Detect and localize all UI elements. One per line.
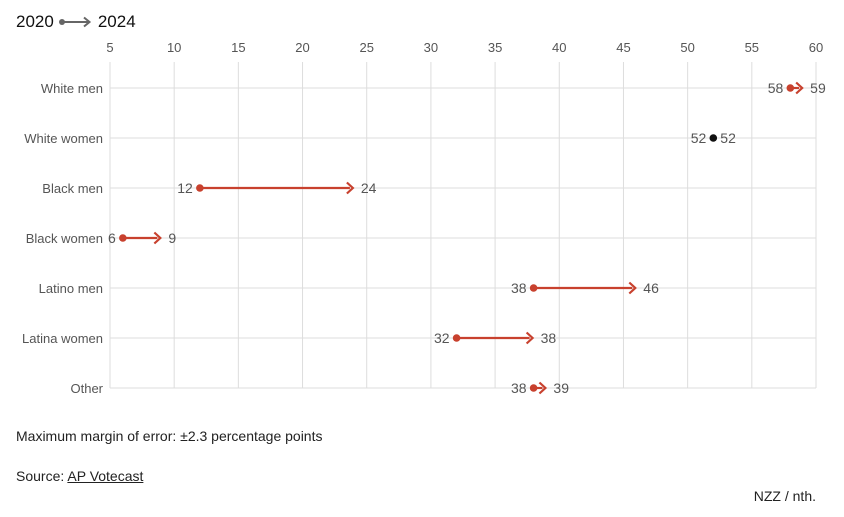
source-link[interactable]: AP Votecast: [67, 468, 144, 484]
x-tick-label: 40: [552, 40, 566, 55]
value-label-2020: 12: [177, 180, 193, 196]
value-label-2024: 59: [810, 80, 826, 96]
category-label: Other: [70, 381, 103, 396]
value-label-2024: 46: [643, 280, 659, 296]
credit: NZZ / nth.: [753, 488, 816, 504]
point-2020: [786, 84, 795, 92]
legend-from-label: 2020: [16, 12, 54, 31]
x-tick-label: 20: [295, 40, 309, 55]
x-tick-label: 25: [359, 40, 373, 55]
value-label-2024: 24: [361, 180, 377, 196]
arrow-head: [525, 331, 535, 345]
category-label: White women: [24, 131, 103, 146]
arrow-head: [628, 281, 637, 295]
arrow-head: [346, 181, 355, 195]
x-axis-ticks: 5 10 15 20 25 30 35 40 45 50 55 60: [106, 40, 823, 55]
legend-to-label: 2024: [97, 12, 136, 31]
arrow-head: [153, 231, 162, 245]
category-label: Latina women: [22, 331, 103, 346]
x-tick-label: 10: [167, 40, 181, 55]
chart-rows: White men 58 59 White women 52 52 Black men 12 2…: [22, 80, 826, 396]
margin-of-error-note: Maximum margin of error: ±2.3 percentage…: [16, 428, 323, 444]
value-label-2024: 38: [541, 330, 557, 346]
point-2020: [529, 384, 538, 392]
value-label-2020: 38: [511, 280, 527, 296]
category-label: White men: [41, 81, 103, 96]
point-2020: [119, 234, 127, 242]
arrow-head: [795, 81, 804, 95]
x-tick-label: 5: [106, 40, 113, 55]
value-label-2020: 6: [108, 230, 116, 246]
value-label-2024: 39: [553, 380, 569, 396]
legend: 2020 2024: [16, 10, 136, 34]
x-tick-label: 60: [809, 40, 823, 55]
arrow-head: [538, 381, 548, 395]
point-2020: [452, 334, 461, 342]
legend-arrow-icon: [58, 16, 91, 28]
x-tick-label: 35: [488, 40, 502, 55]
value-label-2024: 52: [720, 130, 736, 146]
category-label: Latino men: [39, 281, 103, 296]
category-label: Black women: [26, 231, 103, 246]
x-tick-label: 50: [680, 40, 694, 55]
value-label-2020: 52: [691, 130, 707, 146]
source-note: Source: AP Votecast: [16, 468, 143, 484]
point-2020: [709, 134, 718, 142]
grid: [109, 62, 817, 389]
point-2020: [529, 284, 538, 292]
value-label-2020: 32: [434, 330, 450, 346]
category-label: Black men: [42, 181, 103, 196]
x-tick-label: 30: [424, 40, 438, 55]
x-tick-label: 55: [745, 40, 759, 55]
value-label-2020: 58: [768, 80, 784, 96]
source-prefix: Source:: [16, 468, 68, 484]
point-2020: [196, 184, 204, 192]
x-tick-label: 15: [231, 40, 245, 55]
value-label-2020: 38: [511, 380, 527, 396]
dumbbell-chart: 5 10 15 20 25 30 35 40 45 50 55 60 White men 58 59Whi…: [22, 40, 826, 396]
x-tick-label: 45: [616, 40, 630, 55]
value-label-2024: 9: [168, 230, 176, 246]
